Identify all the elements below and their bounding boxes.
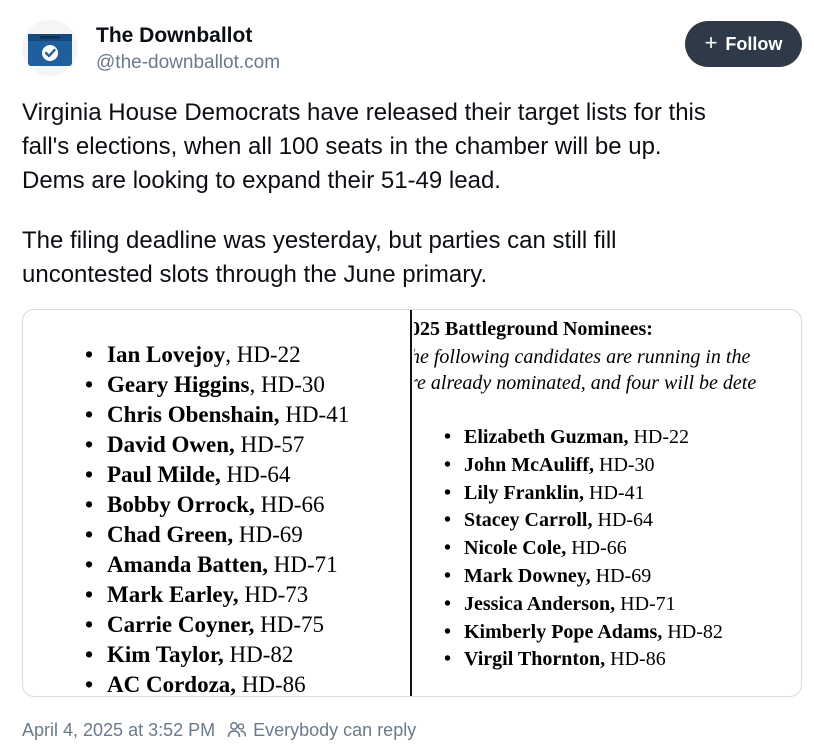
post-text: Virginia House Democrats have released t… [22, 96, 802, 292]
list-item: Nicole Cole, HD-66 [444, 535, 723, 563]
republican-targets-list: Ian Lovejoy, HD-22 Geary Higgins, HD-30 … [85, 340, 349, 696]
post-text-line: The filing deadline was yesterday, but p… [22, 227, 617, 254]
battleground-title: 025 Battleground Nominees: [414, 318, 653, 340]
author-display-name[interactable]: The Downballot [96, 24, 253, 47]
follow-button-label: Follow [725, 33, 783, 54]
people-icon [227, 722, 247, 738]
list-item: Bobby Orrock, HD-66 [85, 490, 349, 520]
avatar[interactable] [22, 20, 78, 76]
battleground-intro-line: re already nominated, and four will be d… [414, 372, 757, 394]
reply-setting-label: Everybody can reply [253, 719, 417, 740]
post-timestamp[interactable]: April 4, 2025 at 3:52 PM [22, 719, 216, 740]
democratic-nominees-list: Elizabeth Guzman, HD-22 John McAuliff, H… [444, 424, 723, 674]
list-item: David Owen, HD-57 [85, 430, 349, 460]
list-item: Virgil Thornton, HD-86 [444, 646, 723, 674]
follow-button[interactable]: + Follow [685, 21, 802, 67]
list-item: Kimberly Pope Adams, HD-82 [444, 619, 723, 647]
list-item: Geary Higgins, HD-30 [85, 370, 349, 400]
list-item: Kim Taylor, HD-82 [85, 640, 349, 670]
list-item: Paul Milde, HD-64 [85, 460, 349, 490]
list-item: Chad Green, HD-69 [85, 520, 349, 550]
list-item: Chris Obenshain, HD-41 [85, 400, 349, 430]
post-text-line: Dems are looking to expand their 51-49 l… [22, 167, 501, 194]
list-item: John McAuliff, HD-30 [444, 452, 723, 480]
list-item: Stacey Carroll, HD-64 [444, 507, 723, 535]
post-image[interactable]: Ian Lovejoy, HD-22 Geary Higgins, HD-30 … [22, 309, 802, 697]
image-right-column: 025 Battleground Nominees: he following … [414, 310, 801, 696]
list-item: Lily Franklin, HD-41 [444, 480, 723, 508]
list-item: Mark Earley, HD-73 [85, 580, 349, 610]
image-left-column: Ian Lovejoy, HD-22 Geary Higgins, HD-30 … [23, 310, 411, 696]
list-item: Carrie Coyner, HD-75 [85, 610, 349, 640]
list-item: Amanda Batten, HD-71 [85, 550, 349, 580]
post-text-line: uncontested slots through the June prima… [22, 261, 488, 288]
list-item: Jessica Anderson, HD-71 [444, 591, 723, 619]
post-text-line: fall's elections, when all 100 seats in … [22, 133, 662, 160]
battleground-intro-line: he following candidates are running in t… [414, 346, 751, 368]
plus-icon: + [704, 30, 718, 55]
ballot-box-icon [28, 34, 72, 66]
list-item: Elizabeth Guzman, HD-22 [444, 424, 723, 452]
list-item: AC Cordoza, HD-86 [85, 670, 349, 696]
post-footer: April 4, 2025 at 3:52 PM Everybody can r… [22, 718, 416, 742]
column-divider [410, 310, 412, 696]
author-handle[interactable]: @the-downballot.com [96, 52, 281, 73]
post-text-line: Virginia House Democrats have released t… [22, 99, 706, 126]
post-header: The Downballot @the-downballot.com + Fol… [22, 20, 802, 80]
list-item: Ian Lovejoy, HD-22 [85, 340, 349, 370]
reply-setting: Everybody can reply [227, 720, 416, 741]
list-item: Mark Downey, HD-69 [444, 563, 723, 591]
